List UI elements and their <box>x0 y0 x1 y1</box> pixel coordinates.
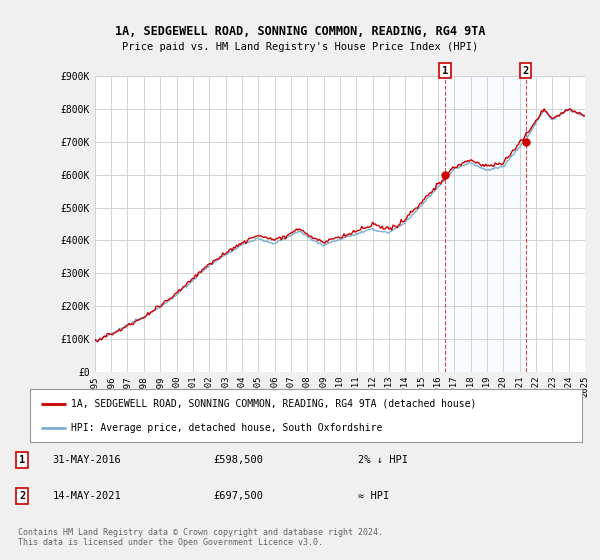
Text: £598,500: £598,500 <box>214 455 263 465</box>
Text: 1: 1 <box>442 66 448 76</box>
Text: 1A, SEDGEWELL ROAD, SONNING COMMON, READING, RG4 9TA (detached house): 1A, SEDGEWELL ROAD, SONNING COMMON, READ… <box>71 399 477 409</box>
Bar <box>445 76 526 372</box>
Text: 2: 2 <box>19 491 25 501</box>
Text: 2% ↓ HPI: 2% ↓ HPI <box>358 455 407 465</box>
Text: 1: 1 <box>19 455 25 465</box>
Text: 14-MAY-2021: 14-MAY-2021 <box>52 491 121 501</box>
Text: 31-MAY-2016: 31-MAY-2016 <box>52 455 121 465</box>
Text: 1A, SEDGEWELL ROAD, SONNING COMMON, READING, RG4 9TA: 1A, SEDGEWELL ROAD, SONNING COMMON, READ… <box>115 25 485 38</box>
Text: HPI: Average price, detached house, South Oxfordshire: HPI: Average price, detached house, Sout… <box>71 423 383 433</box>
Text: Price paid vs. HM Land Registry's House Price Index (HPI): Price paid vs. HM Land Registry's House … <box>122 42 478 52</box>
Text: ≈ HPI: ≈ HPI <box>358 491 389 501</box>
Text: £697,500: £697,500 <box>214 491 263 501</box>
Text: 2: 2 <box>523 66 529 76</box>
Text: Contains HM Land Registry data © Crown copyright and database right 2024.
This d: Contains HM Land Registry data © Crown c… <box>18 528 383 547</box>
